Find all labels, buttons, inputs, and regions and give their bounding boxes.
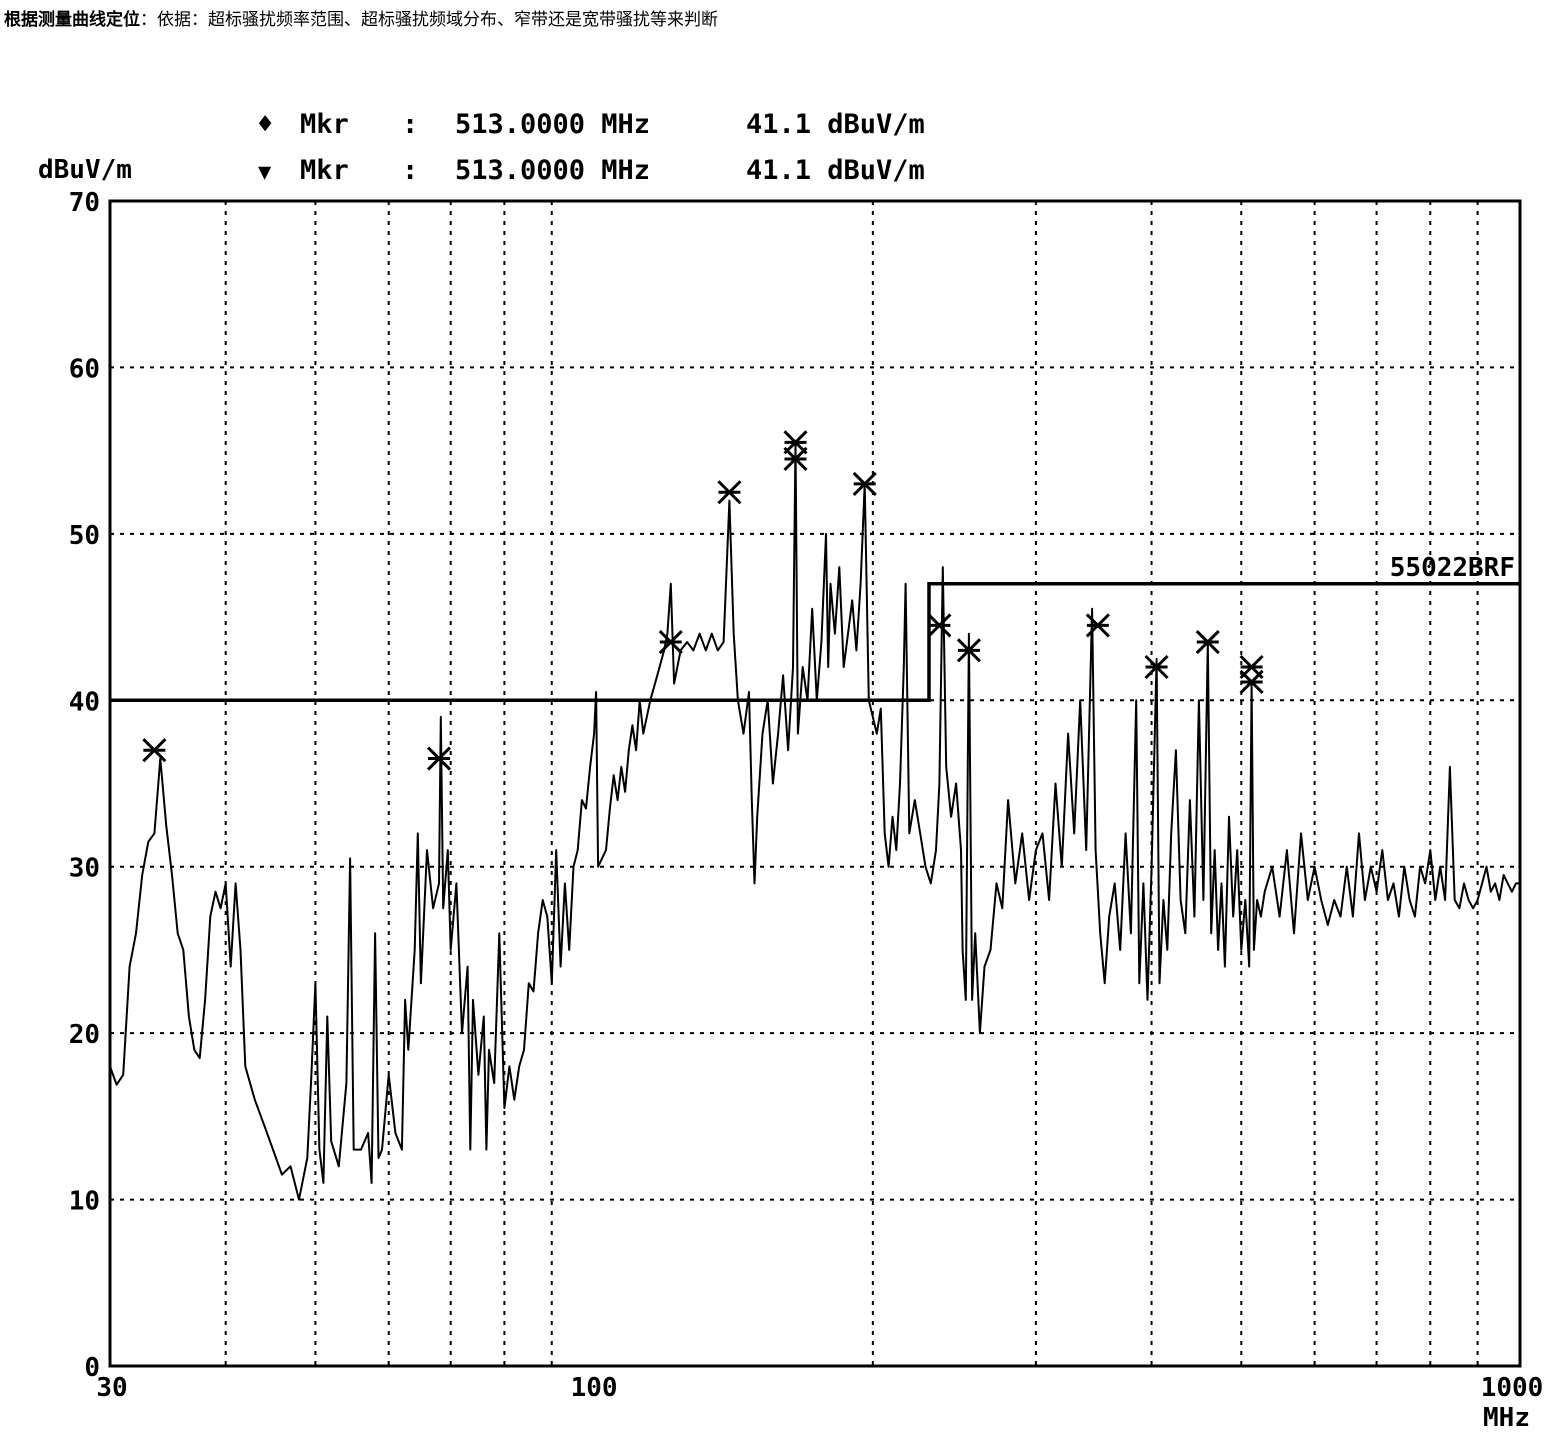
- y-tick-label: 0: [84, 1353, 100, 1383]
- y-tick-label: 20: [69, 1020, 100, 1050]
- x-tick-labels: 30 100 1000: [96, 1373, 1543, 1403]
- peak-marker: [956, 638, 982, 663]
- peak-markers: [142, 430, 1264, 771]
- chart-grid: [110, 201, 1520, 1366]
- peak-marker: [1195, 629, 1220, 655]
- y-tick-label: 30: [69, 854, 100, 884]
- measurement-trace: [109, 441, 1520, 1201]
- marker-2-freq: 513.0000 MHz: [455, 155, 650, 186]
- x-axis-unit: MHz: [1483, 1403, 1530, 1433]
- marker-1-symbol: ♦: [257, 109, 273, 140]
- marker-1-label: Mkr: [300, 109, 349, 140]
- x-tick-label: 30: [96, 1373, 127, 1403]
- x-tick-label: 1000: [1481, 1373, 1544, 1403]
- marker-2-level: 41.1 dBuV/m: [746, 155, 925, 186]
- y-tick-label: 60: [69, 354, 100, 384]
- y-tick-label: 40: [69, 687, 100, 717]
- marker-1-level: 41.1 dBuV/m: [746, 109, 925, 140]
- y-axis-unit: dBuV/m: [38, 155, 132, 185]
- trace-group: [109, 441, 1520, 1201]
- peak-marker: [1085, 613, 1110, 638]
- x-tick-label: 100: [571, 1373, 618, 1403]
- limit-line-group: [110, 582, 1520, 703]
- peak-marker: [1144, 654, 1169, 680]
- peak-marker: [1239, 669, 1264, 695]
- page-caption: 根据测量曲线定位：依据：超标骚扰频率范围、超标骚扰频域分布、窄带还是宽带骚扰等来…: [4, 9, 718, 31]
- peak-marker: [783, 446, 808, 472]
- marker-2-symbol: ▼: [258, 160, 272, 185]
- marker-2-sep: :: [402, 155, 418, 186]
- peak-marker: [852, 471, 877, 496]
- marker-2-label: Mkr: [300, 155, 349, 186]
- peak-marker: [658, 629, 683, 655]
- plot-frame: [108, 199, 1522, 1368]
- marker-1-sep: :: [402, 109, 418, 140]
- y-tick-label: 70: [69, 188, 100, 218]
- caption-bold: 根据测量曲线定位: [4, 10, 140, 30]
- y-tick-label: 50: [69, 521, 100, 551]
- y-tick-label: 10: [69, 1187, 100, 1217]
- marker-1-freq: 513.0000 MHz: [455, 109, 650, 140]
- peak-marker: [426, 746, 452, 771]
- limit-line: [110, 582, 1520, 703]
- limit-line-label: 55022BRF: [1390, 553, 1515, 583]
- caption-text: ：依据：超标骚扰频率范围、超标骚扰频域分布、窄带还是宽带骚扰等来判断: [140, 10, 718, 30]
- y-tick-labels: 0 10 20 30 40 50 60 70: [69, 188, 100, 1383]
- peak-marker: [717, 480, 742, 505]
- peak-marker: [142, 738, 167, 763]
- marker-readout: ♦ Mkr : 513.0000 MHz 41.1 dBuV/m ▼ Mkr :…: [257, 109, 925, 186]
- peak-marker: [927, 613, 952, 638]
